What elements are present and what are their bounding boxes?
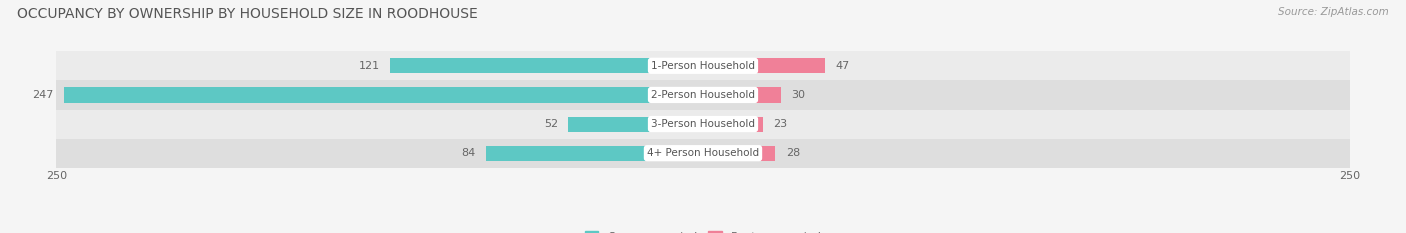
Bar: [56, 139, 1350, 168]
Bar: [65, 87, 703, 103]
Text: 52: 52: [544, 119, 558, 129]
Text: 30: 30: [792, 90, 806, 100]
Bar: [56, 51, 1350, 80]
Text: 121: 121: [359, 61, 380, 71]
Text: Source: ZipAtlas.com: Source: ZipAtlas.com: [1278, 7, 1389, 17]
Text: 47: 47: [835, 61, 849, 71]
Bar: [568, 116, 703, 132]
Bar: [56, 80, 1350, 110]
Legend: Owner-occupied, Renter-occupied: Owner-occupied, Renter-occupied: [581, 227, 825, 233]
Text: 84: 84: [461, 148, 475, 158]
Bar: [703, 146, 776, 161]
Bar: [56, 110, 1350, 139]
Text: 28: 28: [786, 148, 800, 158]
Text: 1-Person Household: 1-Person Household: [651, 61, 755, 71]
Text: 247: 247: [32, 90, 53, 100]
Bar: [389, 58, 703, 73]
Text: OCCUPANCY BY OWNERSHIP BY HOUSEHOLD SIZE IN ROODHOUSE: OCCUPANCY BY OWNERSHIP BY HOUSEHOLD SIZE…: [17, 7, 478, 21]
Bar: [703, 87, 780, 103]
Bar: [703, 58, 824, 73]
Bar: [703, 116, 762, 132]
Text: 23: 23: [773, 119, 787, 129]
Text: 2-Person Household: 2-Person Household: [651, 90, 755, 100]
Bar: [485, 146, 703, 161]
Text: 3-Person Household: 3-Person Household: [651, 119, 755, 129]
Text: 4+ Person Household: 4+ Person Household: [647, 148, 759, 158]
